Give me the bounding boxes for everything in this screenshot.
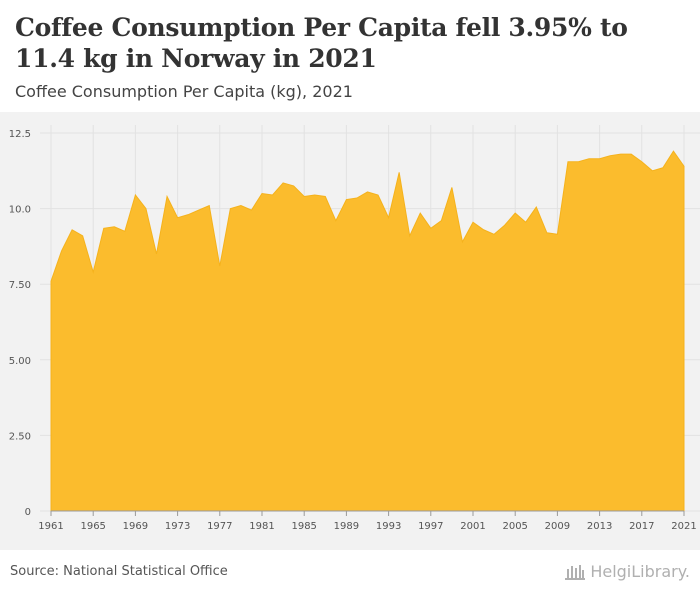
data-point: 1972: 10.4 bbox=[165, 195, 169, 199]
x-tick-label: 1985 bbox=[291, 521, 316, 532]
data-point: 1976: 10.1 bbox=[207, 204, 211, 208]
data-point: 1987: 10.4 bbox=[323, 195, 327, 199]
y-tick-label: 5.00 bbox=[9, 356, 31, 367]
data-point: 2017: 11.55 bbox=[640, 160, 644, 164]
data-point: 1984: 10.75 bbox=[292, 184, 296, 188]
data-point: 1989: 10.3 bbox=[344, 198, 348, 202]
data-point: 1983: 10.85 bbox=[281, 181, 285, 185]
chart-header: Coffee Consumption Per Capita fell 3.95%… bbox=[0, 0, 700, 112]
x-tick-label: 1997 bbox=[418, 521, 443, 532]
data-point: 1997: 9.35 bbox=[429, 226, 433, 230]
data-point: 1998: 9.6 bbox=[439, 219, 443, 223]
data-point: 1999: 10.7 bbox=[450, 185, 454, 189]
x-tick-label: 2009 bbox=[545, 521, 570, 532]
data-point: 1995: 9.1 bbox=[408, 234, 412, 238]
source-note: Source: National Statistical Office bbox=[10, 564, 228, 579]
data-point: 1975: 9.95 bbox=[197, 208, 201, 212]
x-tick-label: 2001 bbox=[460, 521, 485, 532]
area-fill bbox=[50, 150, 685, 512]
x-tick-label: 1977 bbox=[207, 521, 232, 532]
data-point: 2003: 9.15 bbox=[492, 232, 496, 236]
data-point: 2009: 9.15 bbox=[555, 232, 559, 236]
x-tick-label: 1973 bbox=[165, 521, 190, 532]
data-point: 1962: 8.6 bbox=[60, 249, 64, 253]
data-point: 2000: 8.9 bbox=[460, 240, 464, 244]
data-point: 1986: 10.45 bbox=[313, 193, 317, 197]
data-point: 2004: 9.45 bbox=[503, 223, 507, 227]
library-building-icon bbox=[565, 564, 586, 580]
data-point: 1980: 9.95 bbox=[249, 208, 253, 212]
data-point: 1963: 9.3 bbox=[70, 228, 74, 232]
area-chart: 1961: 7.6 1962: 8.6 1963: 9.3 1964: 9.1 1965… bbox=[9, 125, 700, 532]
data-point: 1985: 10.4 bbox=[302, 195, 306, 199]
data-point: 1974: 9.8 bbox=[186, 213, 190, 217]
y-tick-label: 12.5 bbox=[9, 129, 31, 140]
data-point: 1969: 10.45 bbox=[133, 193, 137, 197]
data-point: 1968: 9.25 bbox=[123, 229, 127, 233]
data-point: 2015: 11.8 bbox=[619, 152, 623, 156]
x-tick-label: 2013 bbox=[587, 521, 612, 532]
x-tick-label: 2005 bbox=[502, 521, 527, 532]
x-axis: 1961 1965 1969 1973 1977 1981 1985 1989 1993 1997… bbox=[38, 510, 697, 532]
data-point: 2016: 11.8 bbox=[629, 152, 633, 156]
data-point: 2019: 11.35 bbox=[661, 166, 665, 170]
data-point: 1979: 10.1 bbox=[239, 204, 243, 208]
y-tick-label: 2.50 bbox=[9, 431, 31, 442]
x-tick-label: 1981 bbox=[249, 521, 274, 532]
data-point: 2001: 9.55 bbox=[471, 220, 475, 224]
data-point: 2018: 11.25 bbox=[650, 169, 654, 173]
data-point: 2007: 10.05 bbox=[534, 205, 538, 209]
y-axis: 0 2.50 5.00 7.50 10.0 12.5 bbox=[9, 129, 31, 518]
data-point: 1966: 9.35 bbox=[102, 226, 106, 230]
helgi-library-logo[interactable]: HelgiLibrary. bbox=[564, 562, 690, 581]
x-tick-label: 2017 bbox=[629, 521, 654, 532]
area-series: 1961: 7.6 1962: 8.6 1963: 9.3 1964: 9.1 1965… bbox=[49, 149, 686, 512]
data-point: 2010: 11.55 bbox=[566, 160, 570, 164]
data-point: 1965: 7.9 bbox=[91, 270, 95, 274]
data-point: 1970: 10 bbox=[144, 207, 148, 211]
x-tick-label: 1993 bbox=[376, 521, 401, 532]
x-tick-label: 1989 bbox=[334, 521, 359, 532]
data-point: 1967: 9.4 bbox=[112, 225, 116, 229]
data-point: 1994: 11.2 bbox=[397, 170, 401, 174]
logo-text: HelgiLibrary. bbox=[590, 562, 690, 581]
data-point: 1996: 9.85 bbox=[418, 211, 422, 215]
data-point: 1973: 9.7 bbox=[176, 216, 180, 220]
data-point: 2002: 9.3 bbox=[482, 228, 486, 232]
data-point: 2008: 9.2 bbox=[545, 231, 549, 235]
y-tick-label: 0 bbox=[25, 507, 31, 518]
x-tick-label: 1969 bbox=[123, 521, 148, 532]
x-tick-label: 1961 bbox=[38, 521, 63, 532]
data-point: 2012: 11.65 bbox=[587, 157, 591, 161]
data-point: 1977: 8.1 bbox=[218, 264, 222, 268]
data-point: 1961: 7.6 bbox=[49, 279, 53, 283]
data-point: 2021: 11.4 bbox=[682, 164, 686, 168]
data-point: 2013: 11.65 bbox=[598, 157, 602, 161]
data-point: 2006: 9.55 bbox=[524, 220, 528, 224]
data-point: 1993: 9.7 bbox=[387, 216, 391, 220]
data-point: 2014: 11.75 bbox=[608, 154, 612, 158]
data-point: 1971: 8.5 bbox=[155, 252, 159, 256]
data-point: 1978: 10 bbox=[228, 207, 232, 211]
data-point: 1988: 9.6 bbox=[334, 219, 338, 223]
chart-subtitle: Coffee Consumption Per Capita (kg), 2021 bbox=[15, 82, 353, 101]
data-point: 1982: 10.45 bbox=[271, 193, 275, 197]
x-tick-label: 1965 bbox=[80, 521, 105, 532]
data-point: 1990: 10.35 bbox=[355, 196, 359, 200]
data-point: 1992: 10.45 bbox=[376, 193, 380, 197]
data-point: 1991: 10.55 bbox=[366, 190, 370, 194]
data-point: 2011: 11.55 bbox=[577, 160, 581, 164]
y-tick-label: 10.0 bbox=[9, 205, 31, 216]
x-tick-label: 2021 bbox=[671, 521, 696, 532]
data-point: 2005: 9.85 bbox=[513, 211, 517, 215]
data-point: 1981: 10.5 bbox=[260, 191, 264, 195]
chart-title: Coffee Consumption Per Capita fell 3.95%… bbox=[15, 13, 628, 73]
data-point: 1964: 9.1 bbox=[81, 234, 85, 238]
y-tick-label: 7.50 bbox=[9, 280, 31, 291]
data-point: 2020: 11.9 bbox=[671, 149, 675, 153]
